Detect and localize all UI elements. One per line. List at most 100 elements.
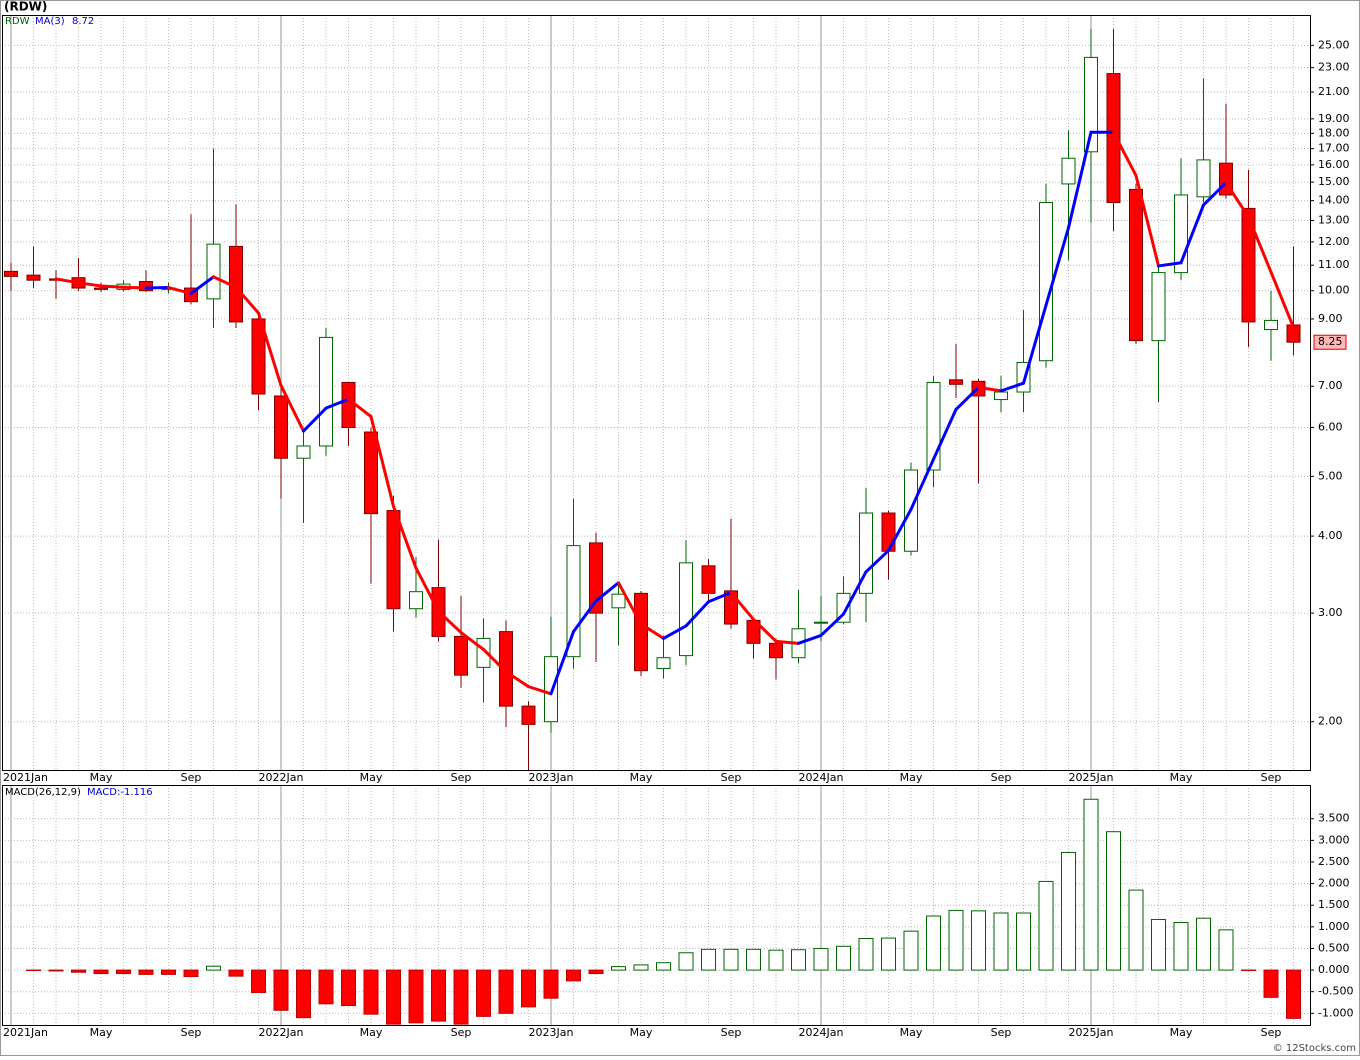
x-tick-label: Sep (181, 771, 202, 784)
negative-bar (544, 970, 558, 998)
positive-bar (747, 949, 761, 970)
positive-bar (859, 939, 873, 971)
y-tick-label: 2.00 (1318, 715, 1343, 728)
footer: © 12Stocks.com (1273, 1043, 1356, 1054)
down-candle-body (635, 593, 648, 670)
up-candle-body (297, 446, 310, 458)
up-candle-body (680, 563, 693, 656)
x-tick-label: Sep (721, 1026, 742, 1039)
x-tick-label: Sep (1261, 1026, 1282, 1039)
negative-bar (94, 970, 108, 973)
x-tick-label: 2023Jan (529, 771, 574, 784)
positive-bar (882, 938, 896, 970)
negative-bar (522, 970, 536, 1007)
down-candle-body (950, 380, 963, 385)
x-tick-label: Sep (1261, 771, 1282, 784)
up-candle-body (1152, 273, 1165, 341)
ma-label: MA(3) (35, 16, 65, 27)
ma-value: 8.72 (72, 16, 94, 27)
x-tick-label: Sep (451, 771, 472, 784)
down-candle-body (5, 271, 18, 276)
y-tick-label: 1.500 (1318, 898, 1350, 911)
y-tick-label: 14.00 (1318, 194, 1350, 207)
positive-bar (1039, 881, 1053, 970)
positive-bar (724, 949, 738, 970)
positive-bar (634, 965, 648, 970)
down-candle-body (27, 275, 40, 280)
up-candle-body (1040, 203, 1053, 361)
down-candle-body (702, 566, 715, 594)
y-tick-label: 13.00 (1318, 213, 1350, 226)
up-candle-body (612, 594, 625, 608)
positive-bar (1152, 919, 1166, 970)
x-tick-label: 2021Jan (3, 771, 48, 784)
up-candle-body (1197, 160, 1210, 197)
positive-bar (792, 950, 806, 970)
negative-bar (49, 970, 63, 971)
ma-segment (124, 287, 147, 288)
negative-bar (162, 970, 176, 974)
x-tick-label: 2021Jan (3, 1026, 48, 1039)
x-tick-label: May (630, 771, 653, 784)
positive-bar (972, 911, 986, 970)
positive-bar (1017, 913, 1031, 970)
x-tick-label: 2025Jan (1069, 771, 1114, 784)
negative-bar (252, 970, 266, 992)
x-tick-label: 2024Jan (799, 1026, 844, 1039)
y-tick-label: 0.000 (1318, 963, 1350, 976)
down-candle-body (455, 636, 468, 675)
down-candle-body (342, 382, 355, 427)
x-tick-label: May (90, 771, 113, 784)
positive-bar (207, 966, 221, 970)
x-tick-label: Sep (991, 1026, 1012, 1039)
positive-bar (1062, 852, 1076, 970)
negative-bar (139, 970, 153, 974)
positive-bar (679, 953, 693, 970)
negative-bar (567, 970, 581, 981)
x-tick-label: May (1170, 1026, 1193, 1039)
y-tick-label: 17.00 (1318, 142, 1350, 155)
x-tick-label: Sep (181, 1026, 202, 1039)
x-tick-label: May (630, 1026, 653, 1039)
down-candle-body (365, 432, 378, 514)
y-tick-label: 3.000 (1318, 833, 1350, 846)
x-tick-label: 2025Jan (1069, 1026, 1114, 1039)
negative-bar (297, 970, 311, 1018)
negative-bar (117, 970, 131, 973)
macd-title: MACD(26,12,9) (5, 787, 81, 798)
x-tick-label: May (900, 1026, 923, 1039)
y-tick-label: 11.00 (1318, 258, 1350, 271)
positive-bar (994, 913, 1008, 970)
x-tick-label: 2022Jan (259, 1026, 304, 1039)
up-candle-body (995, 392, 1008, 400)
negative-bar (229, 970, 243, 976)
x-tick-label: Sep (721, 771, 742, 784)
y-tick-label: 2.500 (1318, 855, 1350, 868)
negative-bar (387, 970, 401, 1024)
negative-bar (364, 970, 378, 1014)
y-tick-label: 10.00 (1318, 284, 1350, 297)
last-price-label: 8.25 (1318, 335, 1343, 348)
down-candle-body (522, 706, 535, 724)
positive-bar (927, 916, 941, 970)
x-tick-label: Sep (991, 771, 1012, 784)
negative-bar (1264, 970, 1278, 997)
chart-title: (RDW) (4, 0, 47, 14)
positive-bar (949, 910, 963, 970)
y-tick-label: 25.00 (1318, 38, 1350, 51)
y-tick-label: 0.500 (1318, 941, 1350, 954)
x-tick-label: May (90, 1026, 113, 1039)
negative-bar (319, 970, 333, 1004)
up-candle-body (410, 592, 423, 609)
y-tick-label: 16.00 (1318, 158, 1350, 171)
y-tick-label: 23.00 (1318, 61, 1350, 74)
negative-bar (184, 970, 198, 976)
y-tick-label: 9.00 (1318, 312, 1343, 325)
y-tick-label: -1.000 (1318, 1006, 1353, 1019)
negative-bar (589, 970, 603, 973)
down-candle-body (95, 288, 108, 289)
positive-bar (814, 948, 828, 970)
symbol-label: RDW (5, 16, 30, 27)
y-tick-label: 6.00 (1318, 421, 1343, 434)
up-candle-body (1265, 320, 1278, 329)
